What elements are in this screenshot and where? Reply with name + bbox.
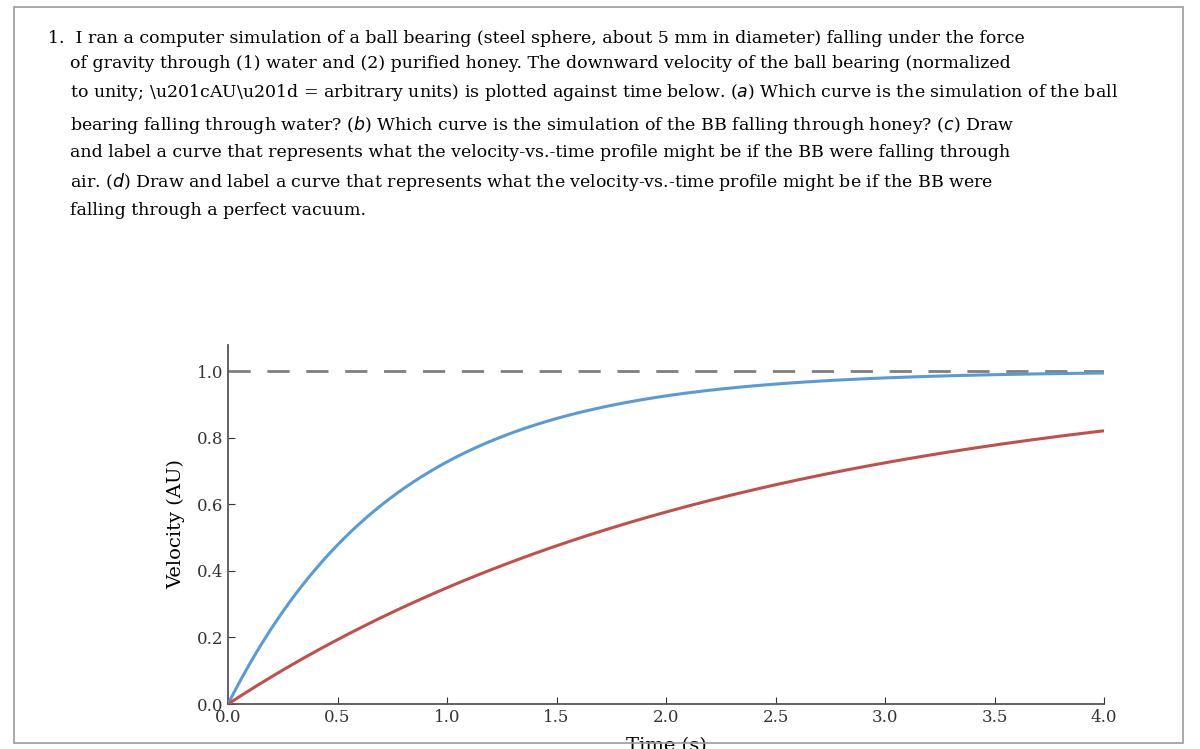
Text: 1.  I ran a computer simulation of a ball bearing (steel sphere, about 5 mm in d: 1. I ran a computer simulation of a ball… (48, 30, 1118, 219)
Y-axis label: Velocity (AU): Velocity (AU) (167, 459, 186, 589)
X-axis label: Time (s): Time (s) (625, 737, 707, 749)
